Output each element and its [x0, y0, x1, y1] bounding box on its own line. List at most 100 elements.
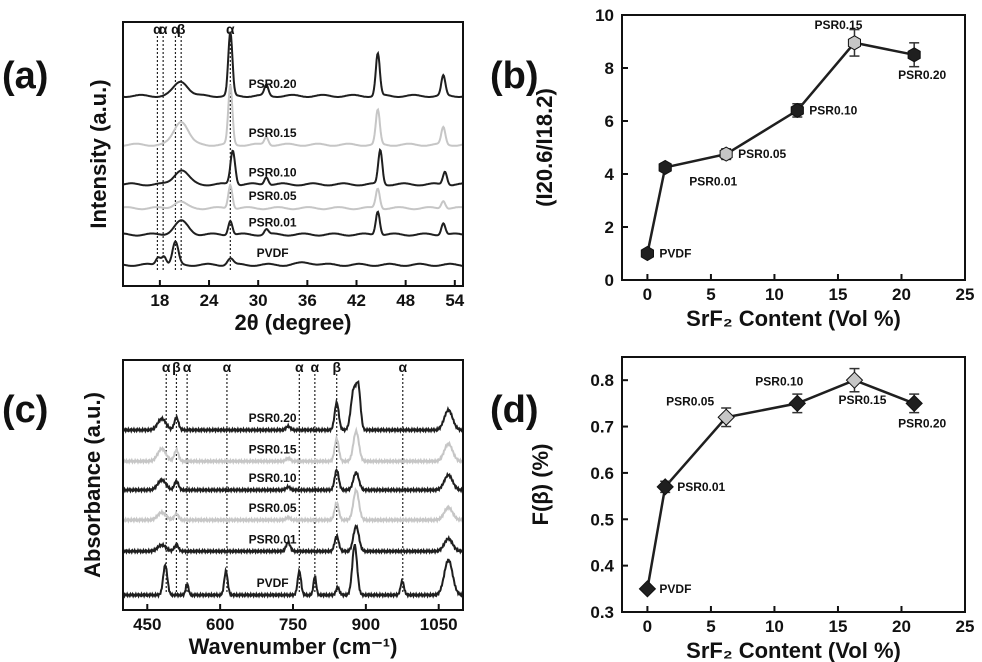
series-label: PVDF: [257, 576, 289, 590]
y-axis-title: Intensity (a.u.): [86, 79, 111, 228]
x-tick-label: 48: [396, 291, 415, 310]
series-line: [122, 543, 464, 599]
data-point: [640, 245, 654, 262]
series-label: PSR0.20: [249, 411, 297, 425]
x-tick-label: 5: [706, 617, 715, 636]
y-tick-label: 0.5: [590, 510, 614, 529]
x-tick-label: 24: [200, 291, 219, 310]
x-tick-label: 600: [206, 615, 234, 634]
data-point: [658, 159, 672, 175]
data-point: [719, 146, 733, 162]
series-label: PSR0.01: [249, 532, 297, 546]
phase-marker-label: α: [223, 359, 232, 375]
data-point: [790, 102, 804, 118]
point-label: PVDF: [659, 247, 691, 261]
chart-panel-c: α β α α α α β αPSR0.20PSR0.15PSR0.10PSR0.05PSR0…: [80, 359, 464, 659]
y-tick-label: 8: [605, 59, 614, 78]
point-label: PSR0.10: [809, 103, 857, 117]
y-tick-label: 10: [595, 6, 614, 25]
point-label: PSR0.05: [738, 147, 786, 161]
series-line: [123, 210, 464, 237]
series-line: [646, 41, 915, 254]
series-line: [122, 523, 464, 556]
series-line: [122, 426, 464, 466]
series-label: PSR0.10: [249, 165, 297, 179]
x-tick-label: 20: [892, 617, 911, 636]
phase-marker-label: α: [153, 21, 162, 37]
x-tick-label: 450: [133, 615, 161, 634]
point-label: PSR0.01: [677, 480, 725, 494]
data-point: [788, 394, 807, 413]
series-line: [646, 378, 915, 590]
series-line: [122, 380, 464, 434]
y-axis-title: F(β) (%): [528, 444, 553, 526]
data-point: [717, 408, 735, 426]
series-line: [122, 486, 464, 524]
data-point: [907, 47, 921, 63]
series-label: PVDF: [257, 246, 289, 260]
phase-marker-label: α: [398, 359, 407, 375]
y-tick-label: 2: [605, 218, 614, 237]
x-tick-label: 900: [352, 615, 380, 634]
series-label: PSR0.01: [249, 216, 297, 230]
x-tick-label: 0: [643, 285, 652, 304]
series-line: [122, 147, 463, 187]
x-axis-title: Wavenumber (cm⁻¹): [189, 634, 398, 659]
point-label: PSR0.15: [838, 393, 886, 407]
x-tick-label: 18: [150, 291, 169, 310]
point-label: PVDF: [659, 582, 691, 596]
data-point: [638, 580, 657, 598]
point-label: PSR0.15: [814, 18, 862, 32]
phase-marker-label: β: [177, 21, 186, 37]
series-line: [122, 468, 464, 494]
data-point: [656, 478, 674, 496]
series-label: PSR0.05: [249, 501, 297, 515]
x-tick-label: 15: [829, 285, 848, 304]
x-tick-label: 10: [765, 285, 784, 304]
x-axis-title: 2θ (degree): [234, 310, 351, 335]
series-label: PSR0.20: [249, 77, 297, 91]
y-tick-label: 0.8: [590, 371, 614, 390]
panel-label-b: (b): [490, 55, 539, 97]
x-tick-label: 5: [706, 285, 715, 304]
series-line: [122, 240, 463, 267]
phase-marker-label: α: [162, 359, 171, 375]
phase-marker-label: α: [226, 21, 235, 37]
y-tick-label: 0.7: [590, 418, 614, 437]
series-label: PSR0.15: [249, 442, 297, 456]
point-label: PSR0.05: [666, 394, 714, 408]
data-point: [845, 371, 864, 389]
y-tick-label: 0.6: [590, 464, 614, 483]
phase-marker-label: α: [183, 359, 192, 375]
x-tick-label: 25: [956, 285, 975, 304]
x-tick-label: 30: [249, 291, 268, 310]
y-tick-label: 0.4: [590, 557, 614, 576]
y-axis-title: (I20.6/I18.2): [532, 88, 557, 207]
phase-marker-label: α: [171, 21, 180, 37]
x-tick-label: 25: [956, 617, 975, 636]
plot-frame: [122, 21, 464, 287]
series-label: PSR0.05: [249, 189, 297, 203]
series-label: PSR0.10: [249, 471, 297, 485]
x-tick-label: 20: [892, 285, 911, 304]
x-tick-label: 15: [829, 617, 848, 636]
x-tick-label: 42: [347, 291, 366, 310]
panel-label-a: (a): [2, 55, 48, 97]
series-line: [122, 31, 464, 98]
point-label: PSR0.20: [898, 416, 946, 430]
x-tick-label: 36: [298, 291, 317, 310]
y-tick-label: 6: [605, 112, 614, 131]
plot-frame: [122, 359, 464, 611]
x-tick-label: 10: [765, 617, 784, 636]
x-tick-label: 750: [279, 615, 307, 634]
chart-panel-a: αα αβ αPSR0.20PSR0.15PSR0.10PSR0.05PSR0.01…: [86, 21, 465, 335]
point-label: PSR0.01: [689, 174, 737, 188]
series-line: [123, 84, 464, 147]
x-tick-label: 1050: [420, 615, 458, 634]
series-line: [123, 183, 464, 211]
plot-frame: [621, 14, 966, 281]
data-point: [847, 35, 861, 51]
